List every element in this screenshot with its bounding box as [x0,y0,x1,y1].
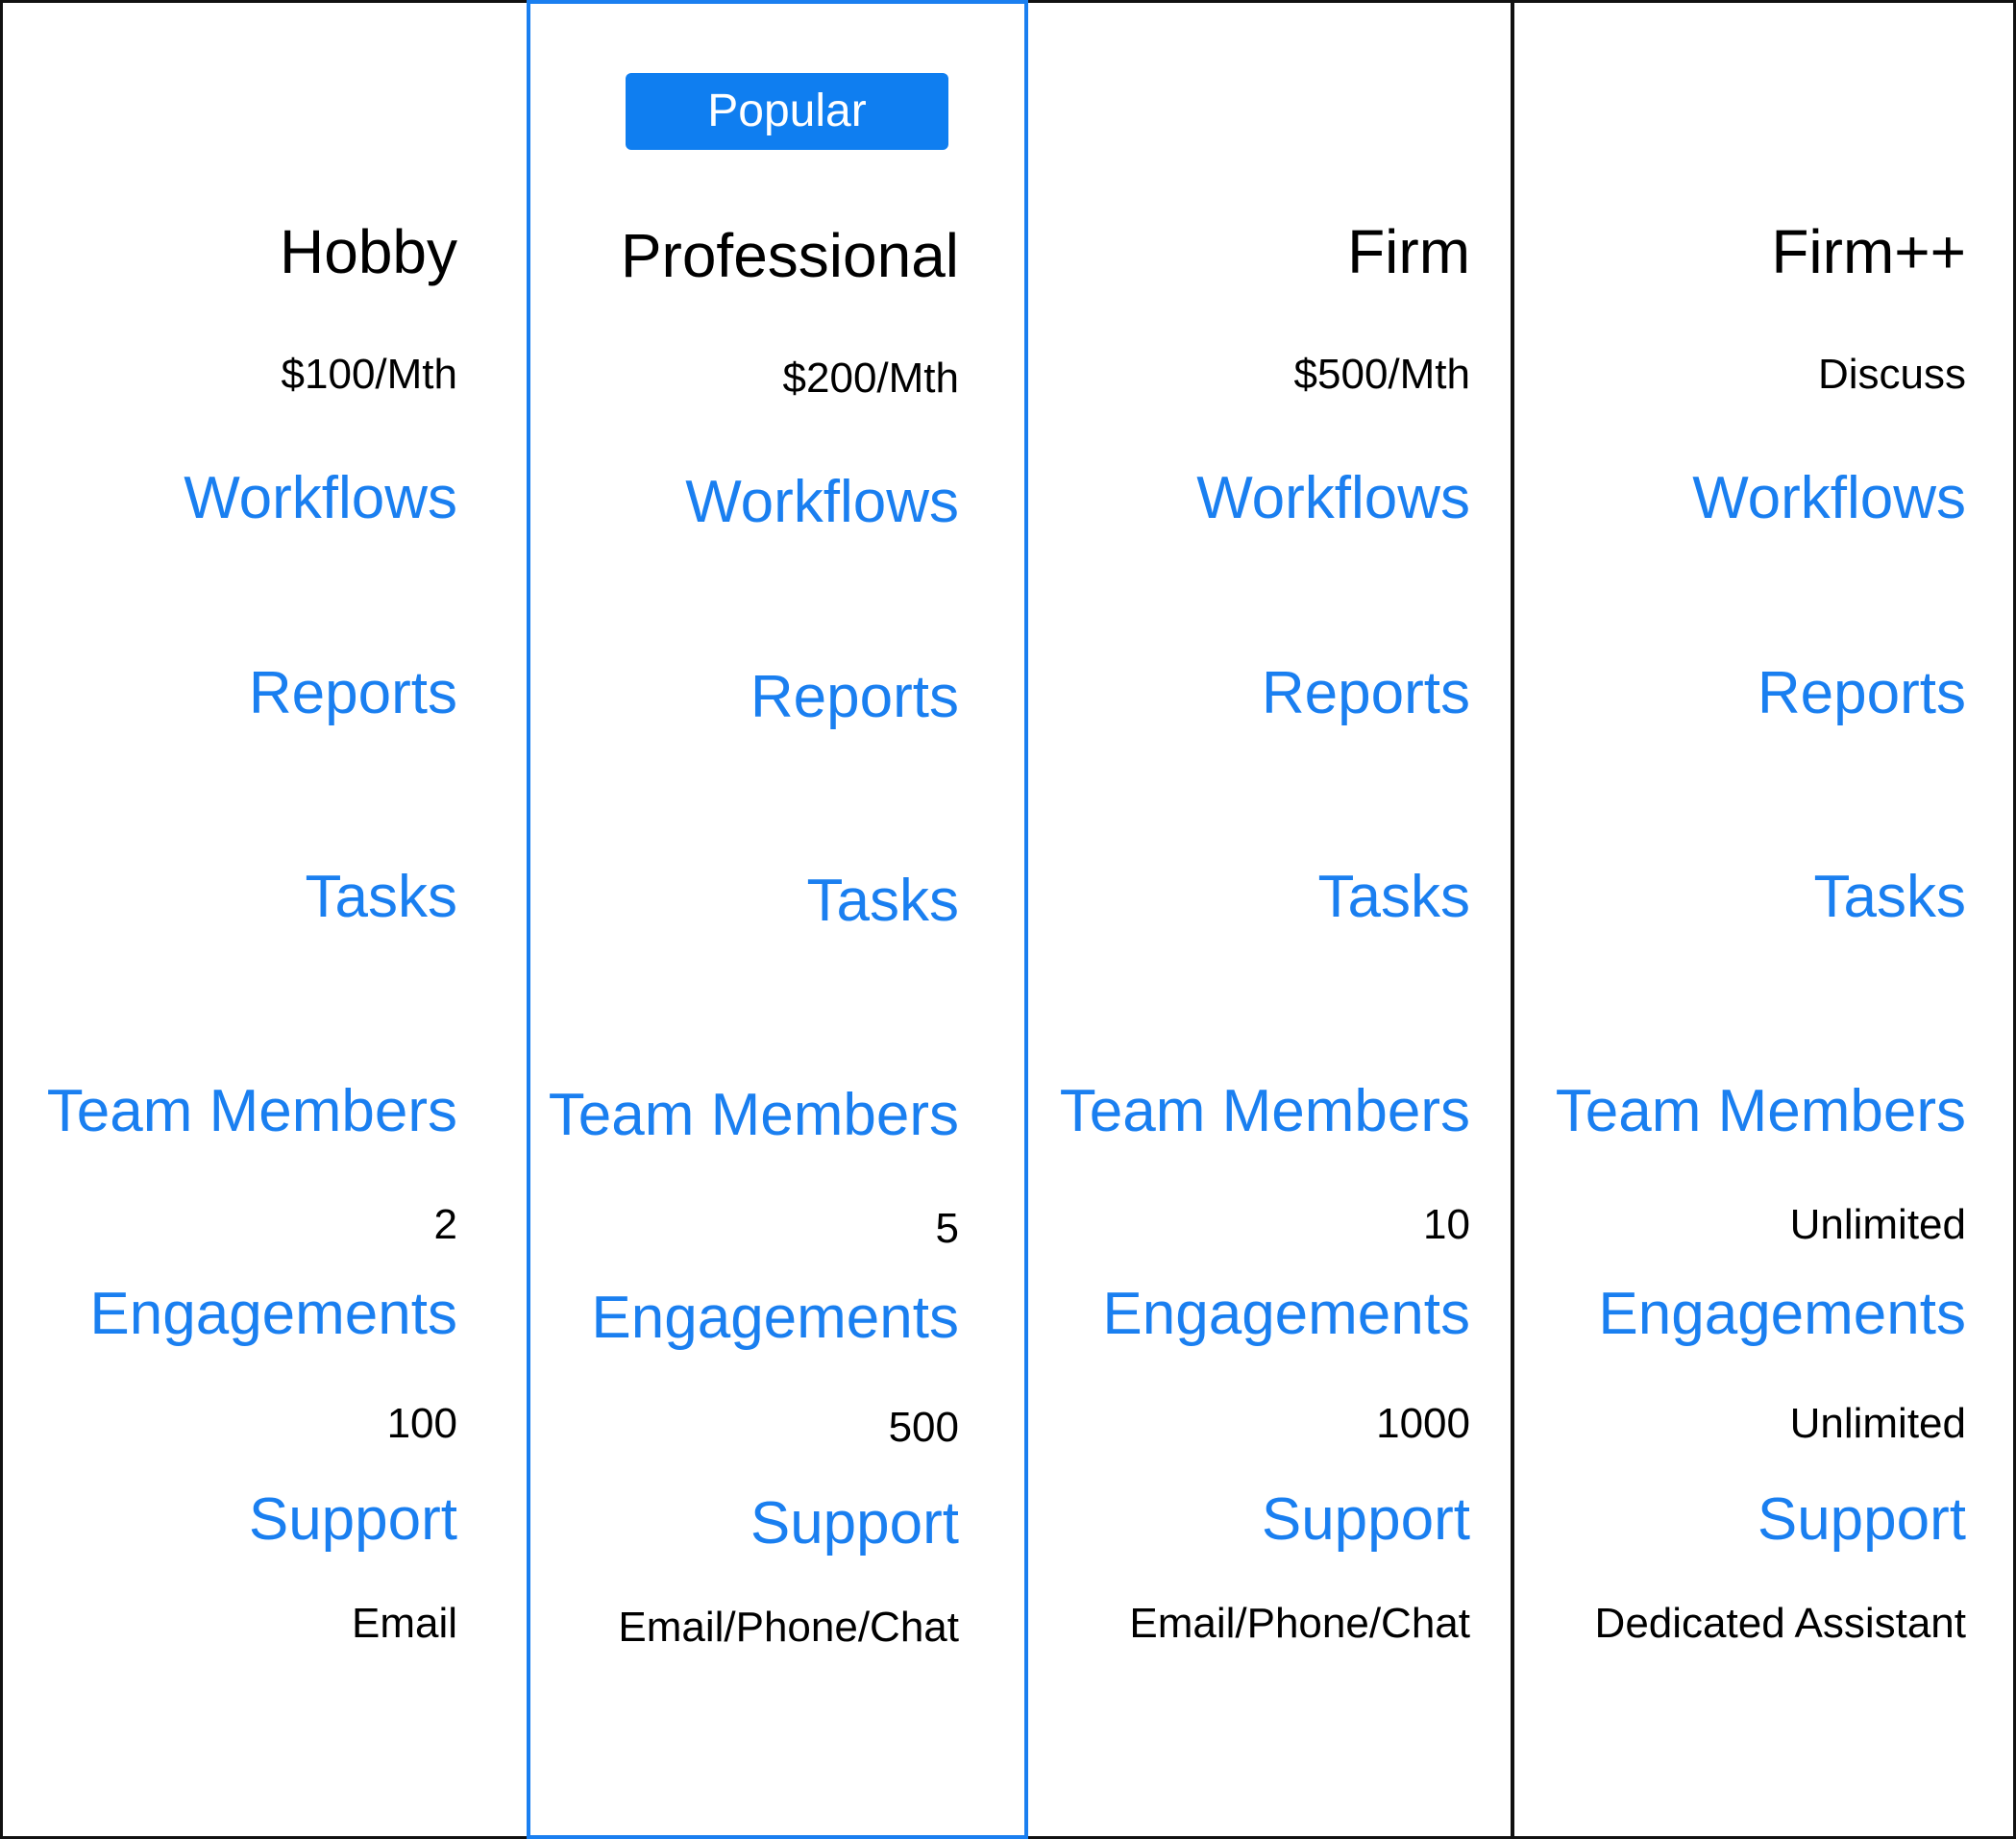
feature-team-members-link[interactable]: Team Members [1059,1078,1470,1144]
support-value: Dedicated Assistant [1594,1600,1966,1647]
plan-price: $200/Mth [782,355,959,402]
plan-title: Firm++ [1771,217,1966,286]
feature-support-link[interactable]: Support [248,1486,457,1553]
team-members-value: 5 [935,1205,959,1252]
feature-tasks-link[interactable]: Tasks [806,868,959,934]
feature-support-link[interactable]: Support [1757,1486,1966,1553]
popular-badge[interactable]: Popular [626,73,948,150]
plan-column-firm: Firm $500/Mth Workflows Reports Tasks Te… [1028,0,1512,1839]
plan-title: Professional [620,221,959,290]
feature-workflows-link[interactable]: Workflows [685,469,959,535]
plan-column-hobby: Hobby $100/Mth Workflows Reports Tasks T… [0,0,527,1839]
support-value: Email [351,1600,457,1647]
feature-team-members-link[interactable]: Team Members [1555,1078,1966,1144]
engagements-value: 100 [386,1400,457,1447]
feature-team-members-link[interactable]: Team Members [548,1082,959,1148]
feature-support-link[interactable]: Support [1261,1486,1470,1553]
plan-title: Hobby [280,217,457,286]
team-members-value: Unlimited [1789,1201,1966,1248]
team-members-value: 2 [433,1201,457,1248]
feature-workflows-link[interactable]: Workflows [184,465,457,531]
feature-engagements-link[interactable]: Engagements [89,1281,457,1347]
feature-support-link[interactable]: Support [750,1490,959,1557]
feature-tasks-link[interactable]: Tasks [305,864,457,930]
plan-title: Firm [1347,217,1470,286]
plan-column-professional: Popular Professional $200/Mth Workflows … [527,0,1028,1839]
feature-workflows-link[interactable]: Workflows [1196,465,1470,531]
plan-column-firm-plus-plus: Firm++ Discuss Workflows Reports Tasks T… [1512,0,2016,1839]
column-divider [1511,0,1514,1839]
plan-price: Discuss [1817,351,1966,398]
plan-price: $100/Mth [281,351,457,398]
support-value: Email/Phone/Chat [618,1604,959,1651]
feature-engagements-link[interactable]: Engagements [1598,1281,1966,1347]
feature-engagements-link[interactable]: Engagements [1102,1281,1470,1347]
feature-tasks-link[interactable]: Tasks [1317,864,1470,930]
plan-price: $500/Mth [1293,351,1470,398]
engagements-value: Unlimited [1789,1400,1966,1447]
engagements-value: 500 [888,1404,959,1451]
feature-tasks-link[interactable]: Tasks [1813,864,1966,930]
engagements-value: 1000 [1376,1400,1470,1447]
team-members-value: 10 [1423,1201,1470,1248]
feature-team-members-link[interactable]: Team Members [46,1078,457,1144]
feature-workflows-link[interactable]: Workflows [1692,465,1966,531]
feature-engagements-link[interactable]: Engagements [591,1285,959,1351]
feature-reports-link[interactable]: Reports [248,660,457,726]
feature-reports-link[interactable]: Reports [750,664,959,730]
support-value: Email/Phone/Chat [1129,1600,1470,1647]
feature-reports-link[interactable]: Reports [1261,660,1470,726]
feature-reports-link[interactable]: Reports [1757,660,1966,726]
